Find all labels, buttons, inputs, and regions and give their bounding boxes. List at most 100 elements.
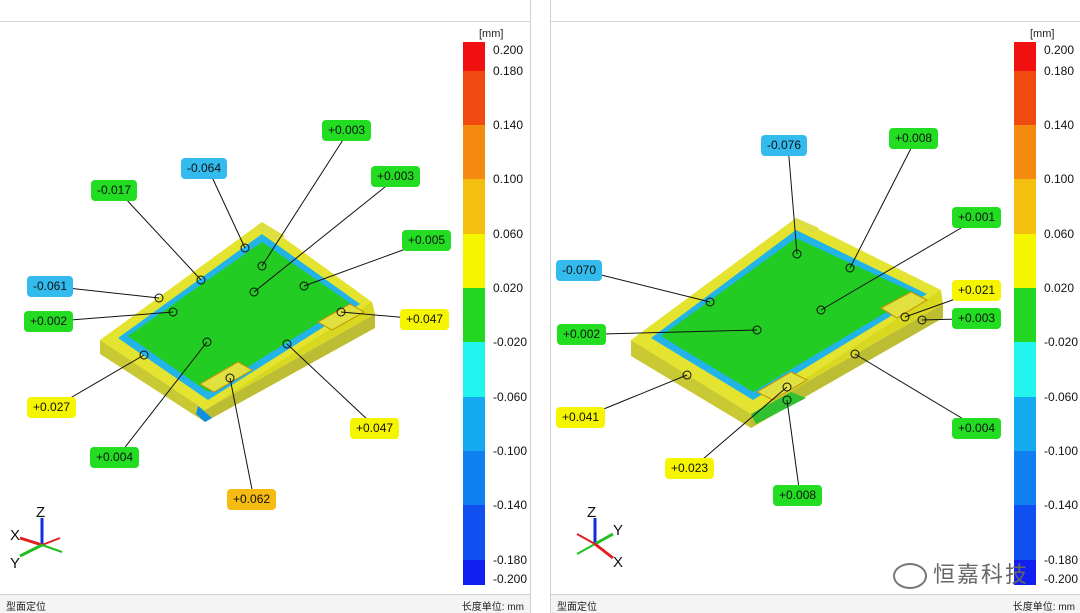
callout-leader-line [854,353,980,429]
measurement-point[interactable] [240,243,250,253]
callout-leader-line [583,329,758,335]
deviation-callout[interactable]: +0.005 [402,230,452,251]
measurement-point[interactable] [682,370,692,380]
deviation-callout[interactable]: +0.041 [556,407,606,428]
deviation-callout[interactable]: -0.076 [761,135,808,156]
axis-z-label: Z [587,504,597,521]
watermark: 恒嘉科技 [892,557,1029,589]
color-scale-tick-label: -0.180 [493,553,528,567]
status-length-unit: 长度单位: mm [461,602,524,613]
left-3d-model[interactable] [0,22,530,594]
color-scale-tick-label: -0.020 [493,335,528,349]
deviation-callout[interactable]: +0.004 [90,447,140,468]
deviation-callout[interactable]: +0.047 [400,309,450,330]
measurement-point[interactable] [752,325,762,335]
axis-y-label: Y [10,555,21,572]
color-scale-segment [463,342,485,397]
callout-leader-line [207,168,246,249]
measurement-point[interactable] [336,307,346,317]
measurement-point[interactable] [917,315,927,325]
color-scale-segment [1014,288,1036,342]
measurement-point[interactable] [850,349,860,359]
measurement-point[interactable] [900,312,910,322]
part-side-front [631,340,751,428]
color-scale-tick-label: 0.060 [493,227,524,241]
right-3d-model[interactable] [551,22,1080,594]
axis-triad-graphic [19,518,63,558]
measurement-point[interactable] [202,337,212,347]
measurement-point[interactable] [257,261,267,271]
color-scale-segment [463,42,485,71]
measurement-point[interactable] [282,339,292,349]
color-scale-segment [463,451,485,505]
right-viewport[interactable]: [mm] 0.200 0.180 0.140 0.100 0.060 0.020 -0.02… [550,0,1080,613]
measurement-point[interactable] [154,293,164,303]
measurement-point[interactable] [782,382,792,392]
deviation-callout[interactable]: +0.002 [24,311,74,332]
color-scale-tick-label: -0.180 [1044,553,1079,567]
callout-leader-line [820,217,980,311]
callout-leader-line [253,176,399,293]
deviation-callout[interactable]: +0.003 [322,120,372,141]
deviation-callout[interactable]: +0.008 [773,485,823,506]
status-bar: 型面定位 长度单位: mm [551,594,1080,613]
deviation-callout[interactable]: +0.004 [952,418,1002,439]
deviation-callout[interactable]: +0.021 [952,280,1002,301]
measurement-point[interactable] [196,275,206,285]
callout-leader-line [261,130,350,267]
measurement-point[interactable] [225,373,235,383]
deviation-callout[interactable]: -0.017 [91,180,138,201]
color-scale-tick-label: 0.180 [493,64,524,78]
deviation-callout[interactable]: +0.008 [889,128,939,149]
deviation-callout[interactable]: -0.064 [181,158,228,179]
deviation-callout[interactable]: -0.061 [27,276,74,297]
color-scale-legend: [mm] 0.200 0.180 0.140 0.100 0.060 0.020 -0.02… [1014,28,1080,598]
color-scale-segment [463,505,485,560]
unit-label: [mm] [1030,28,1055,40]
axis-x-label: X [613,554,624,571]
measurement-point[interactable] [249,287,259,297]
measurement-point[interactable] [168,307,178,317]
axis-z-label: Z [36,504,46,521]
callout-leader-line [116,341,208,458]
measurement-point[interactable] [299,281,309,291]
measurement-point[interactable] [816,305,826,315]
deviation-callout[interactable]: +0.001 [952,207,1002,228]
callout-leader-line [786,399,801,496]
deviation-callout[interactable]: +0.027 [27,397,77,418]
color-scale-tick-label: 0.020 [1044,281,1075,295]
color-scale-tick-label: -0.020 [1044,335,1079,349]
color-scale-segment [1014,560,1036,585]
measurement-point[interactable] [705,297,715,307]
deviation-callout[interactable]: +0.023 [665,458,715,479]
measurement-point[interactable] [139,350,149,360]
color-scale-segment [1014,505,1036,560]
color-scale-segment [1014,451,1036,505]
deviation-callout[interactable]: +0.002 [557,324,607,345]
color-scale-segment [1014,234,1036,288]
deviation-callout[interactable]: +0.062 [227,489,277,510]
part-side-front [100,340,205,422]
left-viewport[interactable]: [mm] 0.200 0.180 0.140 0.100 0.060 0.020 -0.02… [0,0,531,613]
color-scale-tick-label: -0.200 [1044,572,1079,586]
color-scale-tick-label: -0.140 [1044,498,1079,512]
deviation-callout[interactable]: +0.003 [371,166,421,187]
color-scale-bar [1014,42,1036,585]
part-side-right [205,314,375,422]
callout-leader-line [286,343,378,429]
status-length-unit: 长度单位: mm [1012,602,1075,613]
color-scale-segment [1014,71,1036,125]
deviation-callout[interactable]: -0.070 [556,260,603,281]
deviation-callout[interactable]: +0.047 [350,418,400,439]
measurement-point[interactable] [792,249,802,259]
deviation-callout[interactable]: +0.003 [952,308,1002,329]
color-scale-tick-label: -0.100 [493,444,528,458]
axis-y-label: Y [613,522,624,539]
status-left-text: 型面定位 [557,602,597,613]
pocket-floor [661,238,917,392]
measurement-point[interactable] [782,395,792,405]
unit-label: [mm] [479,28,504,40]
axis-triad: Z Y X [569,504,639,574]
status-left-text: 型面定位 [6,602,46,613]
measurement-point[interactable] [845,263,855,273]
